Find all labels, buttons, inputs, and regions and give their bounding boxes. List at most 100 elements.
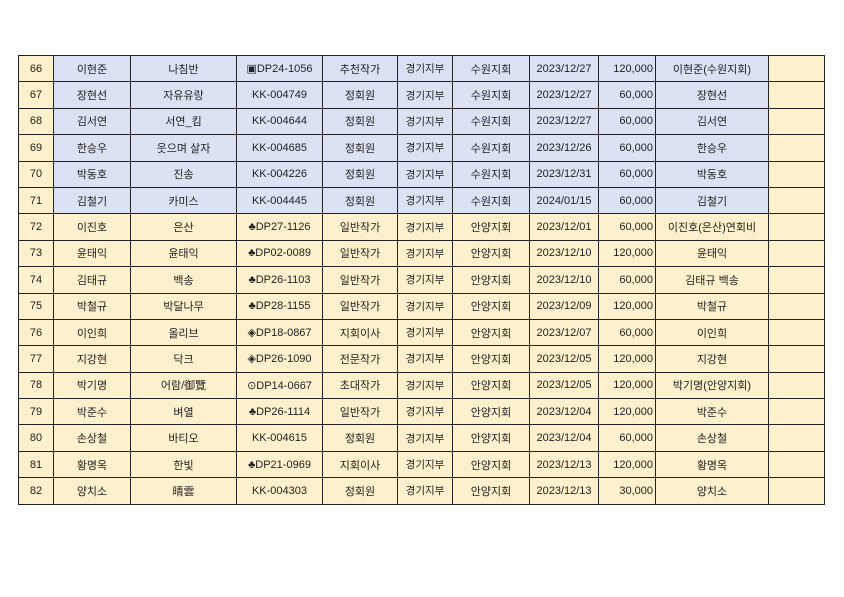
payment-date: 2023/12/10 xyxy=(529,266,599,294)
member-id: KK-004303 xyxy=(236,477,323,505)
department: 경기지부 xyxy=(397,107,453,136)
member-grade: 일반작가 xyxy=(322,213,398,241)
row-number: 77 xyxy=(18,345,54,373)
member-id: ◈DP18-0867 xyxy=(236,318,323,347)
member-name: 박준수 xyxy=(53,398,131,426)
note-cell xyxy=(768,371,825,400)
payment-date: 2023/12/07 xyxy=(529,318,599,347)
member-id: KK-004685 xyxy=(236,134,323,162)
department: 경기지부 xyxy=(397,266,453,294)
payment-date: 2023/12/09 xyxy=(529,292,599,320)
payment-amount: 120,000 xyxy=(598,54,656,83)
payment-date: 2023/12/10 xyxy=(529,239,599,268)
payment-date: 2023/12/04 xyxy=(529,424,599,452)
payment-date: 2023/12/13 xyxy=(529,450,599,479)
payer-name: 윤태익 xyxy=(655,239,769,268)
row-number: 74 xyxy=(18,266,54,294)
branch: 안양지회 xyxy=(452,450,530,479)
member-id: ▣DP24-1056 xyxy=(236,54,323,83)
payer-name: 김태규 백송 xyxy=(655,266,769,294)
member-name: 김철기 xyxy=(53,186,131,215)
branch: 안양지회 xyxy=(452,371,530,400)
branch: 수원지회 xyxy=(452,54,530,83)
note-cell xyxy=(768,477,825,505)
member-id: ♣DP26-1114 xyxy=(236,398,323,426)
payment-date: 2023/12/04 xyxy=(529,398,599,426)
note-cell xyxy=(768,292,825,320)
department: 경기지부 xyxy=(397,450,453,479)
payer-name: 박준수 xyxy=(655,398,769,426)
member-fee-table: 66 이현준 나침반 ▣DP24-1056 추천작가 경기지부 수원지회 2023/12/27… xyxy=(18,54,825,505)
department: 경기지부 xyxy=(397,160,453,188)
member-grade: 일반작가 xyxy=(322,239,398,268)
pen-name: 바티오 xyxy=(130,424,237,452)
payer-name: 이인희 xyxy=(655,318,769,347)
branch: 안양지회 xyxy=(452,398,530,426)
member-id: KK-004226 xyxy=(236,160,323,188)
member-name: 박철규 xyxy=(53,292,131,320)
payer-name: 이진호(은산)연회비 xyxy=(655,213,769,241)
department: 경기지부 xyxy=(397,292,453,320)
pen-name: 한빛 xyxy=(130,450,237,479)
payment-date: 2023/12/13 xyxy=(529,477,599,505)
branch: 안양지회 xyxy=(452,239,530,268)
payment-amount: 30,000 xyxy=(598,477,656,505)
table-row: 69 한승우 웃으며 살자 KK-004685 정회원 경기지부 수원지회 2023/12/2… xyxy=(18,134,825,162)
member-grade: 일반작가 xyxy=(322,266,398,294)
row-number: 75 xyxy=(18,292,54,320)
payer-name: 장현선 xyxy=(655,81,769,109)
department: 경기지부 xyxy=(397,213,453,241)
payment-amount: 60,000 xyxy=(598,107,656,136)
payer-name: 황명옥 xyxy=(655,450,769,479)
payment-amount: 60,000 xyxy=(598,81,656,109)
row-number: 79 xyxy=(18,398,54,426)
branch: 안양지회 xyxy=(452,318,530,347)
member-id: ♣DP02-0089 xyxy=(236,239,323,268)
row-number: 76 xyxy=(18,318,54,347)
department: 경기지부 xyxy=(397,398,453,426)
member-grade: 전문작가 xyxy=(322,345,398,373)
payment-date: 2023/12/01 xyxy=(529,213,599,241)
payment-date: 2023/12/31 xyxy=(529,160,599,188)
table-row: 67 장현선 자유유랑 KK-004749 정회원 경기지부 수원지회 2023/12/27 6… xyxy=(18,81,825,109)
note-cell xyxy=(768,424,825,452)
department: 경기지부 xyxy=(397,54,453,83)
member-name: 장현선 xyxy=(53,81,131,109)
payer-name: 한승우 xyxy=(655,134,769,162)
branch: 안양지회 xyxy=(452,345,530,373)
member-grade: 지회이사 xyxy=(322,318,398,347)
branch: 수원지회 xyxy=(452,134,530,162)
payer-name: 지강현 xyxy=(655,345,769,373)
table-row: 66 이현준 나침반 ▣DP24-1056 추천작가 경기지부 수원지회 2023/12/27… xyxy=(18,54,825,83)
member-name: 이진호 xyxy=(53,213,131,241)
department: 경기지부 xyxy=(397,239,453,268)
note-cell xyxy=(768,160,825,188)
table-row: 71 김철기 카미스 KK-004445 정회원 경기지부 수원지회 2024/01/15 60… xyxy=(18,186,825,215)
pen-name: 웃으며 살자 xyxy=(130,134,237,162)
member-name: 손상철 xyxy=(53,424,131,452)
member-id: ♣DP28-1155 xyxy=(236,292,323,320)
table-row: 68 김서연 서연_킴 KK-004644 정회원 경기지부 수원지회 2023/12/27 6… xyxy=(18,107,825,136)
member-name: 한승우 xyxy=(53,134,131,162)
table-row: 82 양치소 晴雲 KK-004303 정회원 경기지부 안양지회 2023/12/13 30,… xyxy=(18,477,825,505)
department: 경기지부 xyxy=(397,134,453,162)
member-name: 박동호 xyxy=(53,160,131,188)
note-cell xyxy=(768,398,825,426)
row-number: 81 xyxy=(18,450,54,479)
member-name: 이인희 xyxy=(53,318,131,347)
payment-amount: 60,000 xyxy=(598,424,656,452)
note-cell xyxy=(768,318,825,347)
payment-date: 2023/12/27 xyxy=(529,107,599,136)
branch: 안양지회 xyxy=(452,213,530,241)
pen-name: 어람/御覽 xyxy=(130,371,237,400)
table-row: 76 이인희 올리브 ◈DP18-0867 지회이사 경기지부 안양지회 2023/12/07… xyxy=(18,318,825,347)
note-cell xyxy=(768,81,825,109)
pen-name: 진송 xyxy=(130,160,237,188)
note-cell xyxy=(768,134,825,162)
row-number: 67 xyxy=(18,81,54,109)
note-cell xyxy=(768,239,825,268)
member-grade: 일반작가 xyxy=(322,292,398,320)
member-name: 지강현 xyxy=(53,345,131,373)
payment-amount: 120,000 xyxy=(598,398,656,426)
note-cell xyxy=(768,450,825,479)
